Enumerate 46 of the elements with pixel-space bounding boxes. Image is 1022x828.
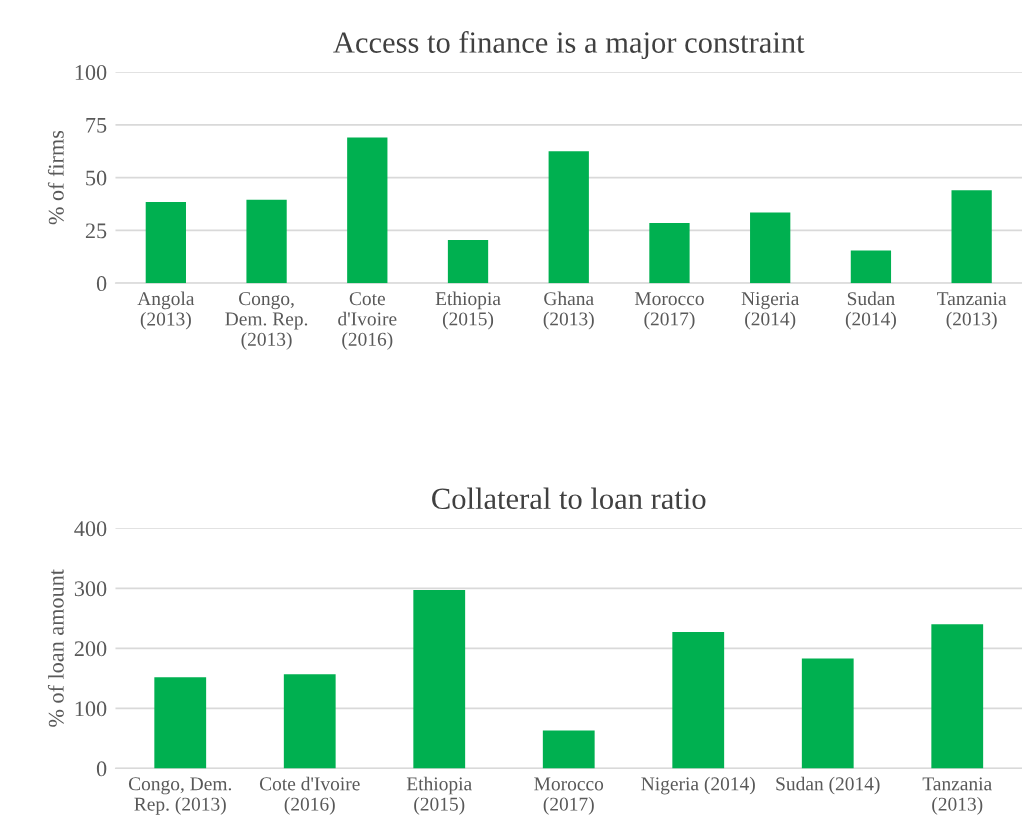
x-tick-label: Morocco (2017): [634, 292, 704, 330]
chart-title: Access to finance is a major constraint: [333, 31, 805, 60]
y-tick-label: 200: [74, 641, 107, 657]
bar: [347, 137, 388, 284]
x-tick-label: Angola (2013): [137, 291, 195, 330]
y-tick-label: 0: [96, 761, 107, 777]
y-tick-label: 25: [85, 223, 107, 239]
x-tick-label: Nigeria (2014): [641, 776, 755, 795]
bar: [447, 239, 489, 284]
y-tick-label: 300: [74, 581, 107, 597]
bar: [145, 201, 186, 284]
y-tick-label: 50: [86, 170, 107, 186]
x-tick-label: Morocco (2017): [534, 777, 604, 815]
x-tick-label: Sudan (2014): [776, 776, 880, 795]
y-axis-title: % of firms: [47, 130, 64, 225]
x-tick-label: Cote d'Ivoire (2016): [259, 776, 360, 815]
x-tick-label: Cote d'Ivoire (2016): [338, 292, 397, 350]
x-tick-label: Ethiopia (2015): [435, 291, 501, 330]
chart-title: Collateral to loan ratio: [432, 487, 706, 510]
bar: [750, 212, 791, 284]
y-tick-label: 100: [75, 64, 107, 80]
bar: [283, 674, 336, 769]
x-tick-label: Sudan (2014): [845, 291, 896, 330]
x-tick-label: Congo, Dem. Rep. (2013): [225, 292, 308, 350]
bar: [951, 190, 992, 284]
bar: [931, 624, 984, 769]
bar: [850, 250, 892, 284]
bar: [548, 151, 589, 284]
bar: [246, 199, 287, 284]
bar: [649, 223, 690, 284]
bar: [154, 677, 207, 769]
bar: [801, 658, 854, 769]
y-tick-label: 100: [75, 701, 107, 717]
bar: [413, 590, 466, 769]
bar: [672, 632, 725, 769]
x-tick-label: Ghana (2013): [543, 291, 594, 330]
x-tick-label: Tanzania (2013): [937, 292, 1007, 330]
x-tick-label: Ethiopia (2015): [406, 776, 472, 815]
y-axis-title: % of loan amount: [47, 569, 64, 727]
y-tick-label: 400: [74, 521, 107, 537]
bar: [542, 730, 595, 769]
x-tick-label: Nigeria (2014): [741, 292, 800, 330]
y-tick-label: 0: [96, 276, 107, 292]
y-tick-label: 75: [86, 117, 107, 133]
x-tick-label: Congo, Dem. Rep. (2013): [128, 777, 232, 815]
x-tick-label: Tanzania (2013): [922, 777, 992, 815]
